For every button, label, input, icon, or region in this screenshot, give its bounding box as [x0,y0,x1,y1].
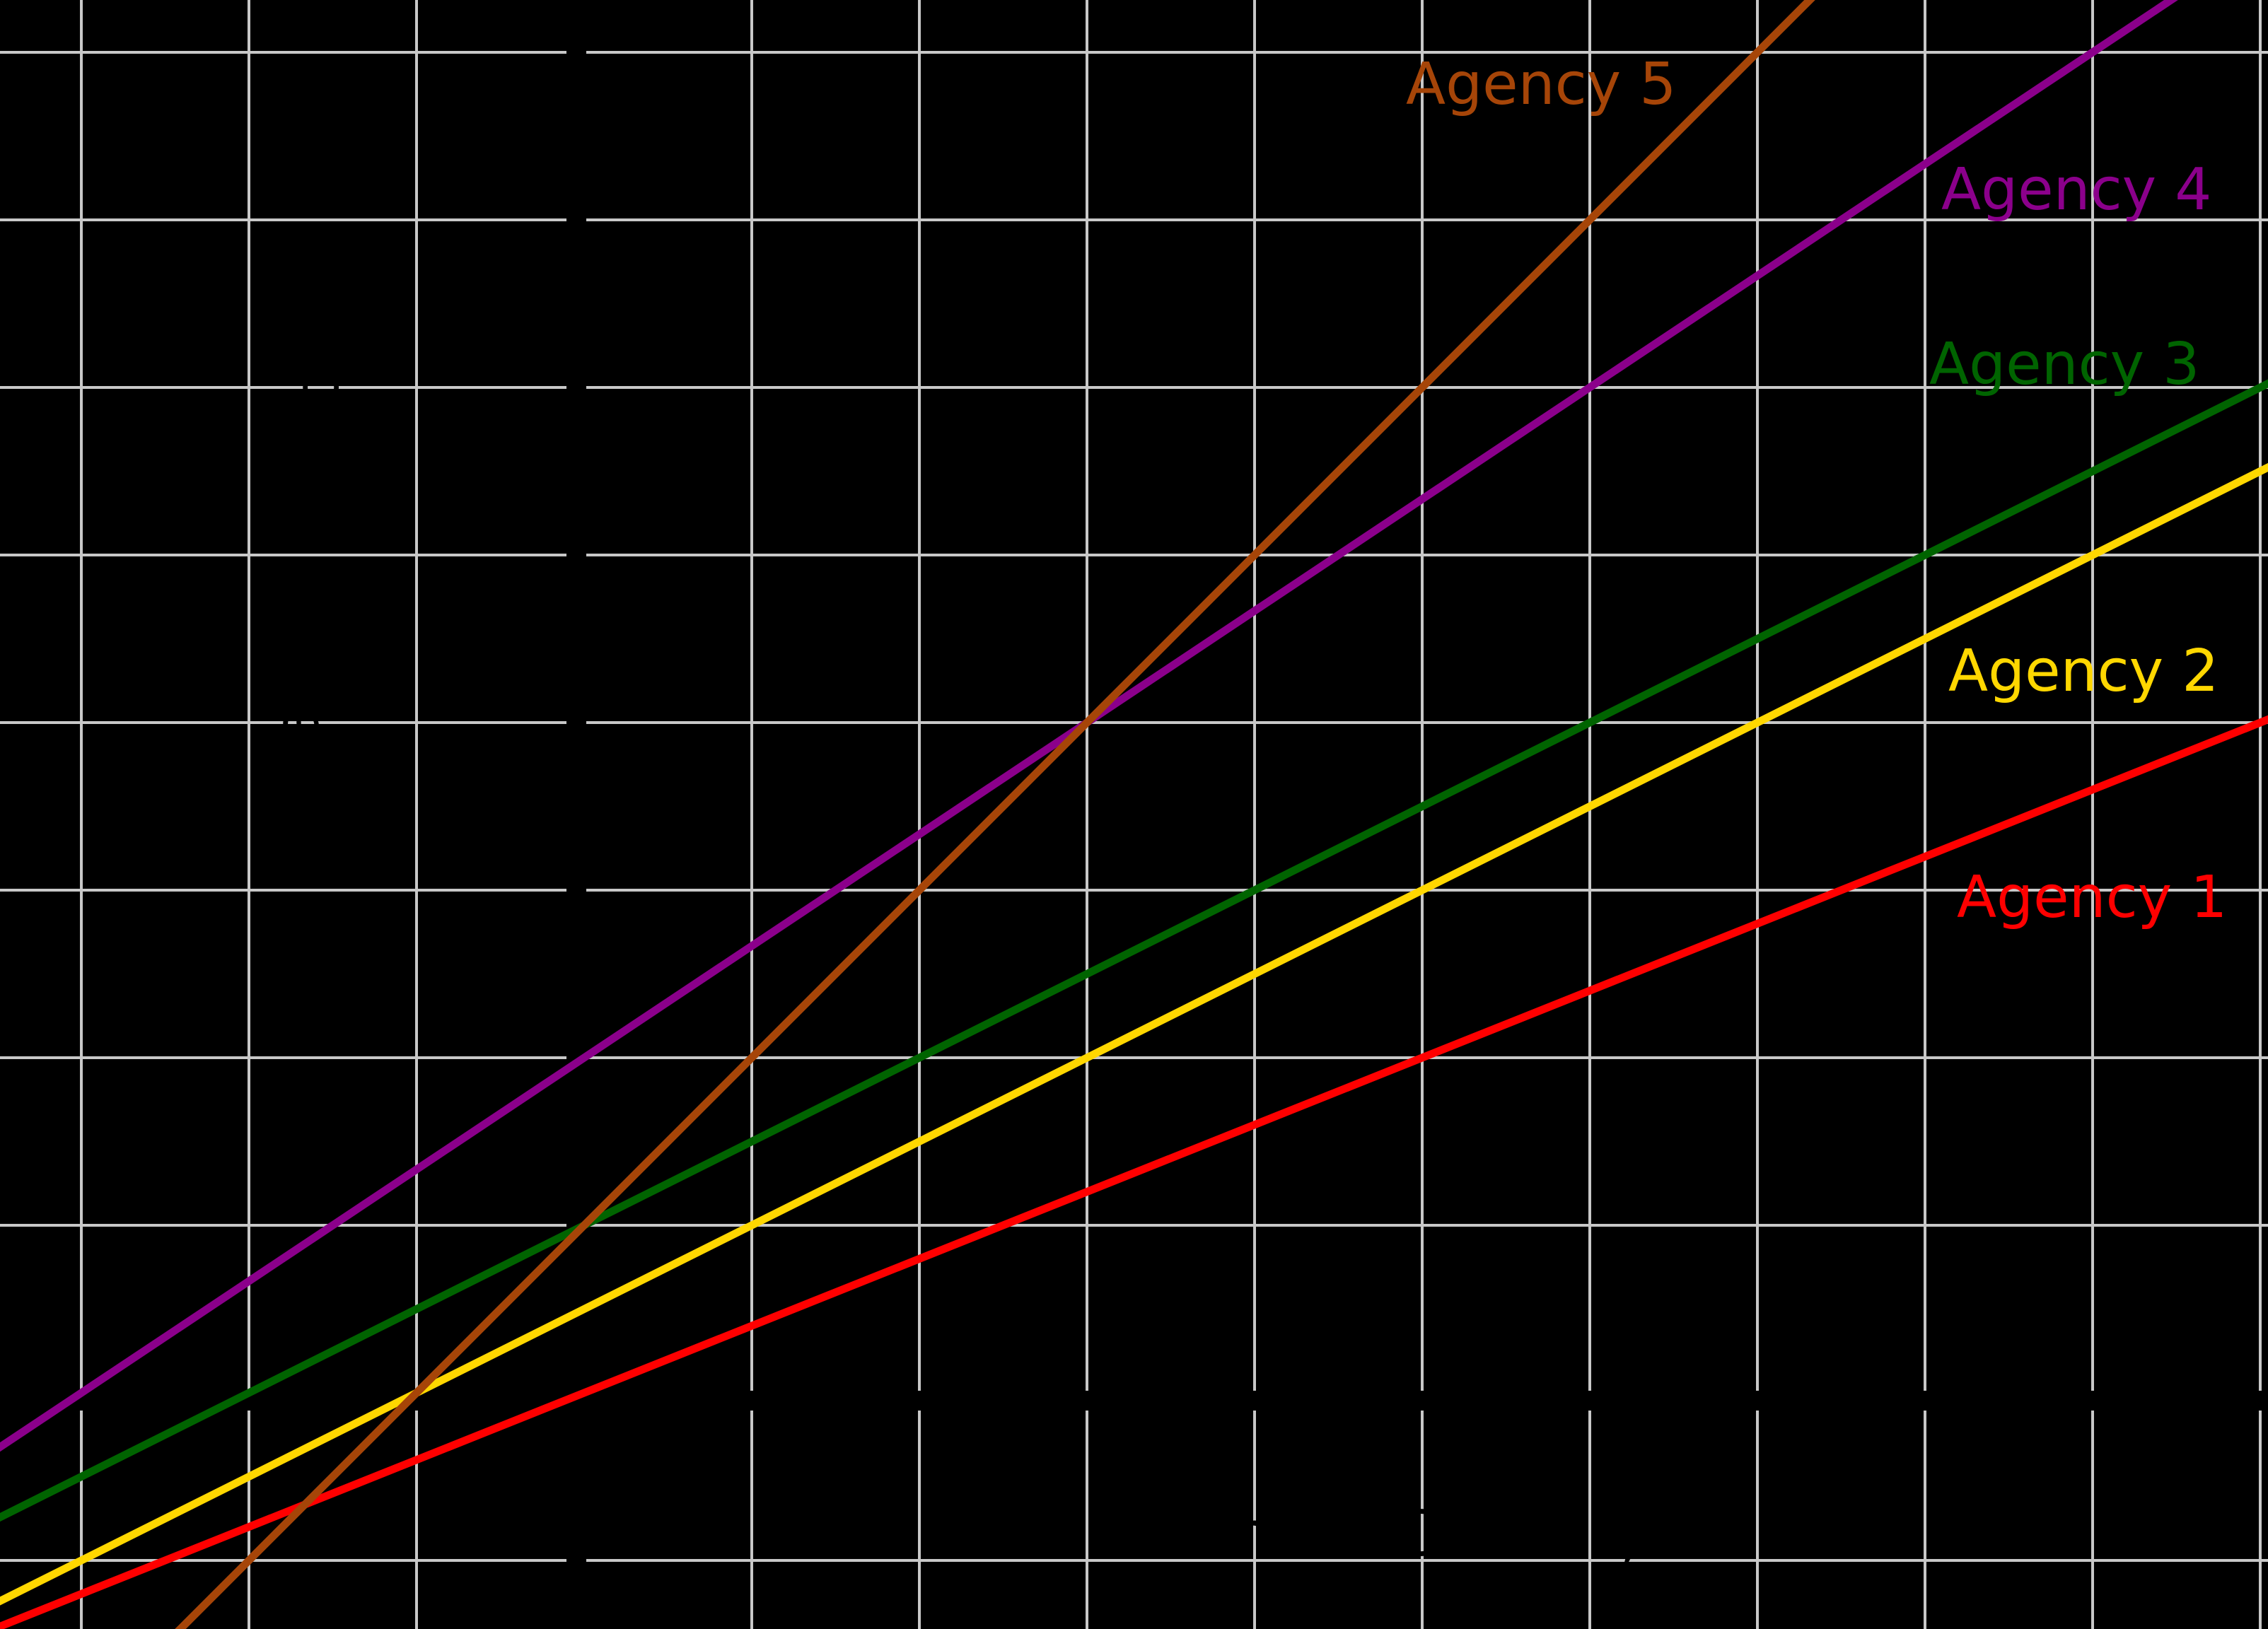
axis-tick-marks [78,49,2263,1563]
svg-text:r: r [1232,1497,1258,1570]
series-label-agency-2: Agency 2 [1948,638,2218,705]
axis-text-fragments: r 0 , o a [260,368,1639,1570]
series-label-agency-4: Agency 4 [1941,156,2211,223]
series-label-agency-1: Agency 1 [1957,864,2227,931]
svg-text:o: o [280,368,353,407]
svg-text:0: 0 [1402,1497,1441,1570]
series-labels: Agency 1 Agency 2 Agency 3 Agency 4 Agen… [1406,51,2227,931]
svg-text:,: , [1619,1497,1639,1570]
svg-text:a: a [260,703,333,742]
series-label-agency-3: Agency 3 [1929,331,2199,398]
series-label-agency-5: Agency 5 [1406,51,1676,118]
